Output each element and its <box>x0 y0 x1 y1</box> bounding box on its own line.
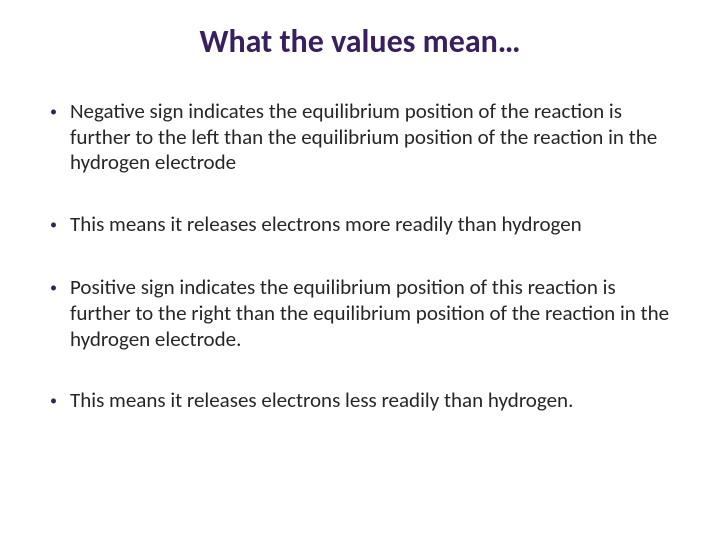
bullet-icon: • <box>50 394 56 408</box>
slide-title: What the values mean… <box>105 22 615 61</box>
bullet-icon: • <box>50 218 56 232</box>
bullet-icon: • <box>50 281 56 295</box>
slide: What the values mean… • Negative sign in… <box>0 0 720 540</box>
bullet-text: Positive sign indicates the equilibrium … <box>70 275 670 352</box>
bullet-text: Negative sign indicates the equilibrium … <box>70 99 670 176</box>
slide-title-text: What the values mean… <box>199 22 520 61</box>
bullet-icon: • <box>50 105 56 119</box>
list-item: • Positive sign indicates the equilibriu… <box>50 275 670 352</box>
list-item: • This means it releases electrons more … <box>50 212 670 238</box>
bullet-text: This means it releases electrons less re… <box>70 388 670 414</box>
list-item: • This means it releases electrons less … <box>50 388 670 414</box>
bullet-list: • Negative sign indicates the equilibriu… <box>50 99 670 414</box>
list-item: • Negative sign indicates the equilibriu… <box>50 99 670 176</box>
bullet-text: This means it releases electrons more re… <box>70 212 670 238</box>
